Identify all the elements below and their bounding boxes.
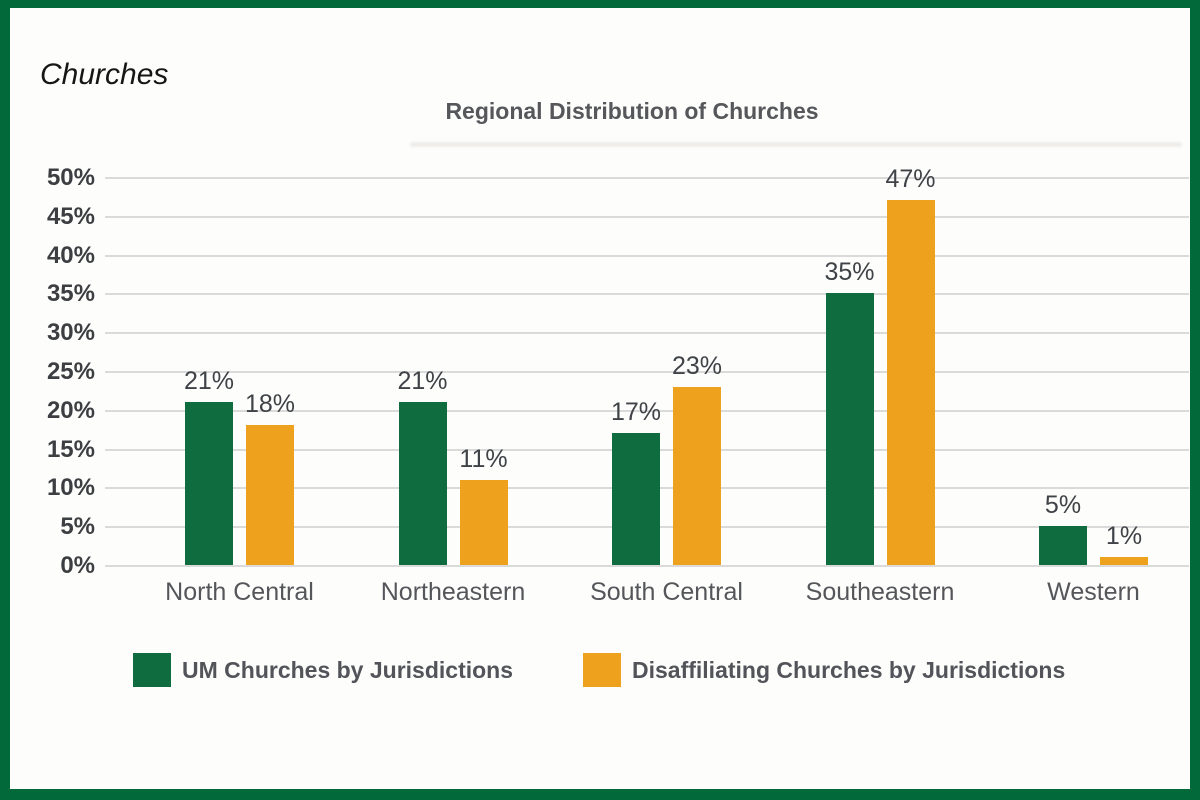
gridline xyxy=(105,371,1189,373)
gridline xyxy=(105,177,1189,179)
bar-value-label: 21% xyxy=(397,367,448,396)
gridline xyxy=(105,254,1189,257)
legend-item-disaffiliating: Disaffiliating Churches by Jurisdictions xyxy=(583,653,1065,687)
bar-value-label: 5% xyxy=(1044,491,1082,520)
x-axis-category-label: Southeastern xyxy=(805,578,955,606)
plot-area: 21% 18% 21% 11% 17% 23% 35% 47% 5% 1% xyxy=(105,165,1189,567)
legend-label-um-churches: UM Churches by Jurisdictions xyxy=(182,657,514,683)
x-axis-category-label: South Central xyxy=(590,578,743,606)
bar-um-churches xyxy=(612,433,660,565)
bar-um-churches xyxy=(398,402,447,565)
bar-group-north-central: 21% 18% xyxy=(184,178,295,566)
bar-value-label: 11% xyxy=(459,444,508,473)
bar-group-southeastern: 35% 47% xyxy=(824,165,936,566)
gridline xyxy=(105,409,1189,412)
y-axis-tick-label: 0% xyxy=(60,552,95,579)
bar-group-south-central: 17% 23% xyxy=(611,178,722,566)
legend-item-um-churches: UM Churches by Jurisdictions xyxy=(133,653,513,687)
y-axis-tick-label: 45% xyxy=(46,202,95,230)
legend-swatch-um-churches xyxy=(133,653,171,687)
bar-disaffiliating xyxy=(246,425,294,565)
bar-disaffiliating xyxy=(886,200,935,565)
y-axis-tick-label: 10% xyxy=(46,474,95,502)
bar-um-churches xyxy=(825,293,874,565)
bar-group-northeastern: 21% 11% xyxy=(397,178,508,566)
y-axis-tick-label: 5% xyxy=(60,513,95,541)
y-axis-tick-label: 35% xyxy=(46,280,95,308)
y-axis-tick-label: 30% xyxy=(46,319,95,347)
gridline xyxy=(105,293,1189,296)
gridline xyxy=(105,215,1189,218)
gridline xyxy=(105,332,1189,335)
x-axis-category-label: Northeastern xyxy=(380,578,526,606)
bar-value-label: 18% xyxy=(244,390,296,419)
bar-value-label: 35% xyxy=(824,258,875,287)
y-axis-tick-label: 40% xyxy=(46,241,95,269)
y-axis-tick-label: 20% xyxy=(46,396,95,424)
gridline xyxy=(105,565,1189,567)
bar-value-label: 47% xyxy=(885,165,936,194)
legend-swatch-disaffiliating xyxy=(583,653,621,687)
legend-label-disaffiliating: Disaffiliating Churches by Jurisdictions xyxy=(632,657,1066,683)
y-axis-tick-label: 25% xyxy=(46,358,95,385)
bar-um-churches xyxy=(1039,526,1087,565)
y-axis-tick-label: 50% xyxy=(46,164,95,191)
x-axis-category-label: North Central xyxy=(165,578,314,606)
page-corner-label: Churches xyxy=(40,58,169,91)
redacted-subtitle-smudge xyxy=(410,142,1182,147)
bar-disaffiliating xyxy=(673,386,721,565)
bar-value-label: 1% xyxy=(1105,522,1143,551)
bar-disaffiliating xyxy=(1100,557,1148,565)
x-axis-category-label: Western xyxy=(1047,578,1140,606)
y-axis-tick-label: 15% xyxy=(46,435,95,463)
bar-disaffiliating xyxy=(459,479,508,565)
bar-value-label: 21% xyxy=(183,367,235,396)
bar-group-western: 5% 1% xyxy=(1039,178,1148,566)
bar-value-label: 23% xyxy=(671,351,723,380)
bar-um-churches xyxy=(185,402,233,565)
bar-value-label: 17% xyxy=(610,398,662,427)
chart-title: Regional Distribution of Churches xyxy=(445,98,819,124)
